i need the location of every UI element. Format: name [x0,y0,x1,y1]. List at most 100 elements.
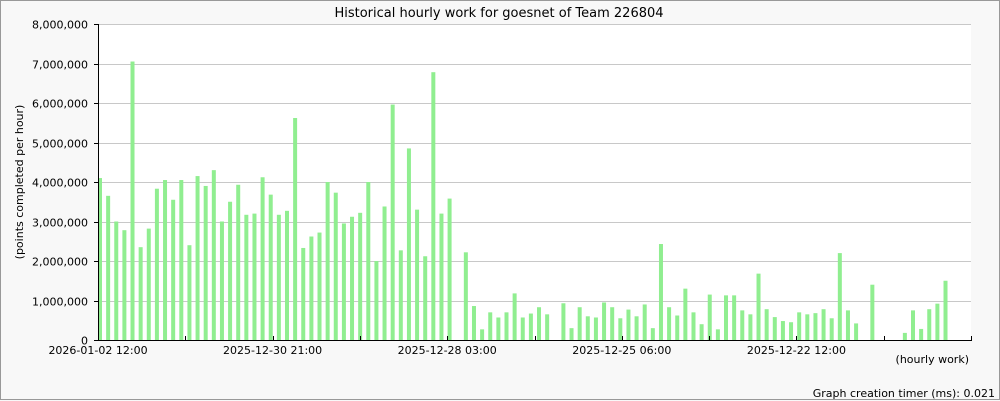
bar [138,247,143,340]
chart-title: Historical hourly work for goesnet of Te… [334,6,663,21]
bar [219,221,224,340]
bar [772,317,777,340]
bar [415,209,420,340]
bar [398,250,403,340]
bar [301,247,306,340]
x-axis-label: (hourly work) [896,353,969,366]
bar [927,309,932,340]
bar [333,192,338,340]
bar [390,104,395,340]
bar [463,252,468,340]
bar [488,312,493,340]
graph-timer: Graph creation timer (ms): 0.021 [813,387,995,400]
bar [764,309,769,340]
bar [569,328,574,340]
bar [732,295,737,340]
bar [780,321,785,340]
bar [260,177,265,340]
bar [284,210,289,340]
bar [431,72,436,340]
bar [650,328,655,340]
bar [658,244,663,340]
bar [715,329,720,340]
bar [691,312,696,340]
bar [512,293,517,340]
bar [171,199,176,340]
bar [911,310,915,340]
bar [593,317,598,340]
bar [561,303,566,340]
bar [350,216,355,340]
y-tick-label: 4,000,000 [32,177,88,190]
y-axis-label: (points completed per hour) [13,105,26,260]
bar [683,288,688,340]
y-tick-label: 7,000,000 [32,59,88,72]
bar [537,307,542,340]
bar [154,188,159,340]
bar [317,232,322,340]
bar [813,313,818,340]
bar [740,310,745,340]
bar [504,312,509,340]
bar [545,314,550,340]
bar [496,317,501,340]
bar [520,317,525,340]
bar [423,256,428,340]
y-tick-label: 0 [81,335,88,348]
bar [447,198,452,340]
bar [756,273,761,340]
bar [667,307,672,340]
bar [902,332,907,340]
bar [163,180,168,340]
x-tick-label: 2025-12-28 03:00 [398,344,497,357]
bar [577,307,582,340]
bar [935,303,940,340]
bar [748,314,753,340]
bar [268,194,273,340]
bar [821,309,826,340]
bar [675,315,680,340]
bar [341,223,346,340]
bar [837,253,842,340]
x-tick-label: 2025-12-22 12:00 [747,344,846,357]
bar [699,324,704,340]
bar [870,284,875,340]
y-tick-label: 8,000,000 [32,19,88,32]
bar [602,302,607,340]
bar [244,214,249,340]
bar [211,170,216,340]
bar [309,236,314,340]
bar [358,212,363,340]
x-tick-label: 2025-12-25 06:00 [572,344,671,357]
bar [585,316,590,340]
bar [854,323,859,340]
bar [919,328,924,340]
bar [789,322,794,340]
bar [236,184,241,340]
bar [179,180,184,340]
bar [276,214,281,340]
bar [797,312,802,340]
bar [325,182,330,340]
bar [724,295,729,340]
bar [829,318,834,340]
y-tick-label: 2,000,000 [32,256,88,269]
bar [146,228,151,340]
bar [439,213,444,340]
y-tick-label: 1,000,000 [32,296,88,309]
bar [114,221,119,340]
bar [130,61,135,341]
y-tick-label: 5,000,000 [32,138,88,151]
bar [634,316,639,340]
bar [610,307,615,340]
y-tick-label: 3,000,000 [32,217,88,230]
x-tick-label: 2026-01-02 12:00 [48,344,147,357]
bar [187,245,192,340]
bar [626,309,631,340]
bar [471,306,476,340]
bar [366,182,371,340]
bar [943,280,948,340]
bar [228,201,233,340]
